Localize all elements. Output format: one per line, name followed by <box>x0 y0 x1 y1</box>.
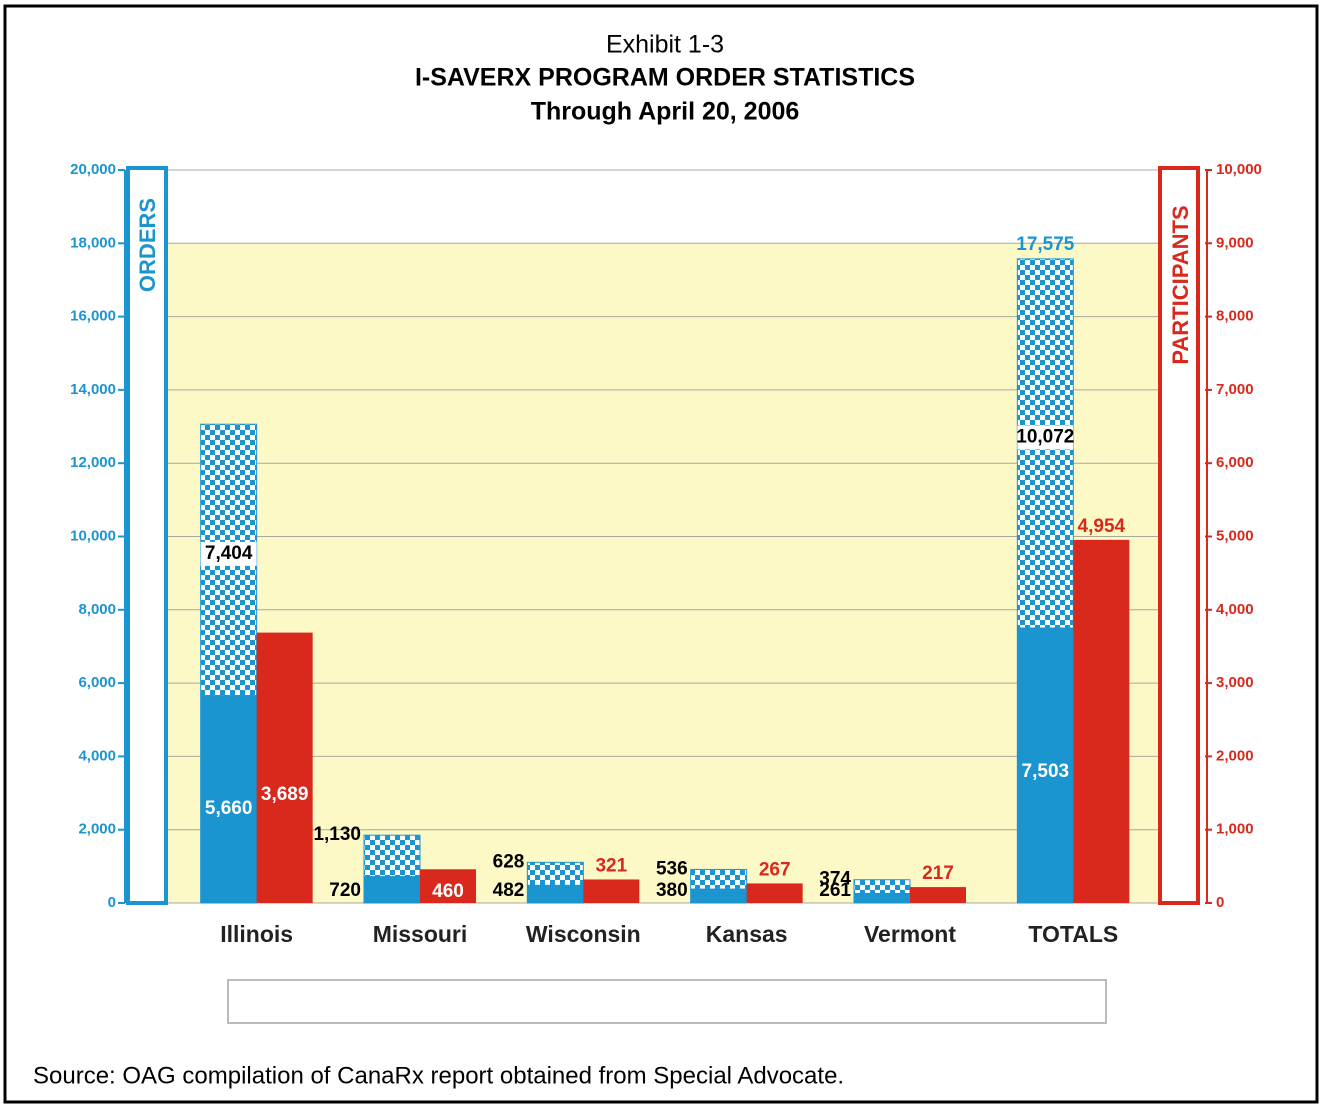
y2-tick-label: 3,000 <box>1216 674 1254 691</box>
value-label: 628 <box>493 851 525 872</box>
y-tick-label: 12,000 <box>70 454 116 471</box>
value-label: 217 <box>922 863 954 884</box>
repeat-orders-bar <box>526 861 584 886</box>
value-label: 10,072 <box>1016 426 1074 447</box>
y2-axis-label: PARTICIPANTS <box>1168 205 1193 364</box>
source-note: Source: OAG compilation of CanaRx report… <box>33 1062 844 1089</box>
x-tick-label: Vermont <box>864 921 956 947</box>
new-orders-bar <box>1016 627 1074 904</box>
participants-bar <box>420 869 476 903</box>
new-orders-bar <box>363 876 421 904</box>
y2-tick-label: 8,000 <box>1216 308 1254 325</box>
repeat-orders-bar <box>853 879 911 894</box>
new-orders-bar <box>200 695 258 904</box>
y-tick-label: 4,000 <box>78 747 116 764</box>
y-tick-label: 8,000 <box>78 601 116 618</box>
value-label: 1,130 <box>313 824 361 845</box>
value-label: 7,503 <box>1022 761 1070 782</box>
new-orders-bar <box>526 884 584 904</box>
repeat-orders-bar <box>363 834 421 878</box>
plot-background <box>166 243 1160 904</box>
y-tick-label: 18,000 <box>70 234 116 251</box>
y2-tick-label: 7,000 <box>1216 381 1254 398</box>
value-label: 321 <box>595 855 627 876</box>
value-label-bg <box>200 541 257 566</box>
y2-tick-label: 1,000 <box>1216 821 1254 838</box>
x-tick-label: Illinois <box>220 921 293 947</box>
y-tick-label: 14,000 <box>70 381 116 398</box>
chart-subtitle: I-SAVERX PROGRAM ORDER STATISTICS <box>415 64 915 92</box>
y-tick-label: 20,000 <box>70 161 116 178</box>
value-label: 482 <box>493 880 525 901</box>
x-tick-label: Wisconsin <box>526 921 641 947</box>
y-tick-label: 0 <box>108 894 116 911</box>
value-label: 536 <box>656 858 688 879</box>
y-tick-label: 10,000 <box>70 527 116 544</box>
value-label: 5,660 <box>205 798 253 819</box>
y-axis-label: ORDERS <box>135 198 160 292</box>
participants-bar <box>583 879 640 903</box>
y2-tick-label: 9,000 <box>1216 234 1254 251</box>
repeat-orders-bar <box>690 868 748 890</box>
value-label: 4,954 <box>1078 516 1126 537</box>
value-label: 7,404 <box>205 543 253 564</box>
value-label: 3,689 <box>261 784 309 805</box>
value-label: 720 <box>329 880 361 901</box>
y-tick-label: 16,000 <box>70 308 116 325</box>
x-tick-label: TOTALS <box>1028 921 1118 947</box>
y-tick-label: 2,000 <box>78 821 116 838</box>
participants-bar <box>746 883 803 903</box>
y2-tick-label: 10,000 <box>1216 161 1262 178</box>
plot: 0 2,000 4,000 6,000 8,000 10,000 12,000 14,000 1… <box>70 161 1262 1014</box>
y2-tick-label: 2,000 <box>1216 747 1254 764</box>
new-orders-bar <box>690 888 748 904</box>
x-tick-label: Missouri <box>373 921 468 947</box>
value-label: 374 <box>819 869 851 890</box>
y2-tick-label: 5,000 <box>1216 527 1254 544</box>
y-label-box <box>126 166 168 905</box>
value-label-bg <box>1017 425 1074 450</box>
chart-title: Exhibit 1-3 <box>606 31 724 59</box>
value-label: 261 <box>819 880 851 901</box>
value-label: 380 <box>656 880 688 901</box>
value-label: 460 <box>432 881 464 902</box>
y2-label-box <box>1158 166 1200 905</box>
participants-bar <box>256 632 313 903</box>
y2-tick-label: 6,000 <box>1216 454 1254 471</box>
participants-bar <box>1073 539 1130 903</box>
legend <box>227 979 1107 1024</box>
x-tick-label: Kansas <box>706 921 788 947</box>
y2-tick-label: 4,000 <box>1216 601 1254 618</box>
chart-subtitle: Through April 20, 2006 <box>531 98 800 126</box>
value-label: 17,575 <box>1016 234 1075 255</box>
value-label: 267 <box>759 859 791 880</box>
new-orders-bar <box>853 892 911 904</box>
y2-tick-label: 0 <box>1216 894 1224 911</box>
participants-bar <box>910 887 966 903</box>
y-tick-label: 6,000 <box>78 674 116 691</box>
